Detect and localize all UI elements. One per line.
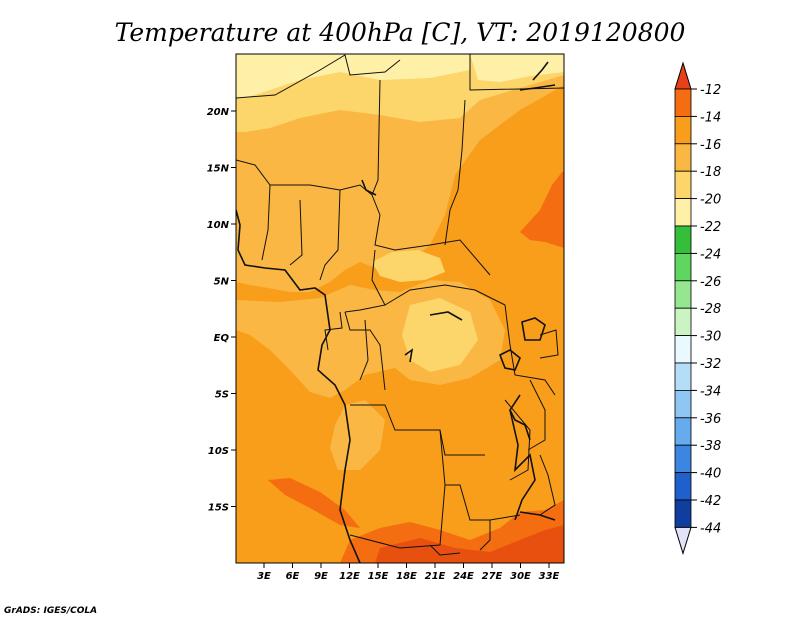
map-frame — [235, 53, 565, 564]
y-tick-label: EQ — [214, 333, 230, 344]
colorbar-swatch — [674, 280, 692, 309]
colorbar-label: -18 — [700, 165, 721, 180]
colorbar-swatch — [674, 472, 692, 501]
colorbar-label: -16 — [700, 138, 721, 153]
temperature-field — [236, 54, 564, 563]
colorbar: -12 -14 -16 -18 -20 -22 -24 -26 -28 -30 -32 -34 -36 -… — [674, 61, 721, 556]
colorbar-swatch — [674, 170, 692, 199]
colorbar-label: -12 — [700, 83, 721, 98]
colorbar-swatch — [674, 362, 692, 391]
x-tick-label: 3E — [257, 571, 271, 582]
y-tick-label: 15N — [207, 164, 230, 175]
colorbar-swatch — [674, 143, 692, 172]
colorbar-label: -20 — [700, 193, 721, 208]
colorbar-swatch — [674, 335, 692, 364]
colorbar-label: -40 — [700, 467, 721, 482]
y-tick-label: 20N — [207, 107, 230, 118]
colorbar-swatch — [674, 116, 692, 145]
y-tick-label: 15S — [208, 503, 229, 514]
colorbar-label: -30 — [700, 330, 721, 345]
colorbar-swatch — [674, 225, 692, 254]
colorbar-swatch — [674, 252, 692, 282]
colorbar-label: -14 — [700, 110, 721, 125]
colorbar-swatch — [674, 389, 692, 419]
y-tick-label: 10N — [207, 220, 230, 231]
colorbar-label: -34 — [700, 384, 721, 399]
x-tick-label: 18E — [396, 571, 417, 582]
field-cold-east — [470, 54, 564, 82]
colorbar-label: -26 — [700, 275, 721, 290]
colorbar-label: -42 — [700, 494, 721, 509]
colorbar-swatch — [674, 444, 692, 474]
colorbar-bottom-arrow — [674, 526, 692, 556]
field-cool-congo — [402, 298, 478, 372]
coastlines — [236, 61, 556, 563]
x-tick-label: 6E — [286, 571, 300, 582]
colorbar-label: -38 — [700, 439, 721, 454]
colorbar-top-arrow — [674, 61, 692, 90]
chart-title: Temperature at 400hPa [C], VT: 201912080… — [115, 18, 686, 47]
colorbar-swatch — [674, 417, 692, 446]
colorbar-label: -28 — [700, 302, 721, 317]
colorbar-label: -24 — [700, 247, 721, 262]
colorbar-swatch — [674, 88, 692, 117]
x-tick-label: 21E — [425, 571, 446, 582]
longitude-axis: 3E 6E 9E 12E 15E 18E 21E 24E 27E 30E 33E — [257, 563, 560, 582]
y-tick-label: 5S — [215, 390, 229, 401]
x-tick-label: 33E — [539, 571, 560, 582]
y-tick-label: 10S — [208, 446, 229, 457]
x-tick-label: 30E — [510, 571, 531, 582]
grads-credit: GrADS: IGES/COLA — [4, 606, 97, 616]
field-cool-center — [372, 250, 445, 282]
x-tick-label: 12E — [339, 571, 360, 582]
field-cold-north — [236, 54, 470, 98]
colorbar-swatch — [674, 198, 692, 227]
colorbar-label: -32 — [700, 357, 721, 372]
latitude-axis: 20N 15N 10N 5N EQ 5S 10S 15S — [207, 107, 236, 514]
x-tick-label: 27E — [482, 571, 503, 582]
colorbar-swatch — [674, 307, 692, 337]
field-hottest-south — [375, 525, 564, 563]
colorbar-label: -22 — [700, 220, 721, 235]
field-hot-east — [520, 172, 564, 248]
field-hot-southwest — [268, 478, 360, 528]
y-tick-label: 5N — [214, 277, 230, 288]
colorbar-label: -36 — [700, 412, 721, 427]
x-tick-label: 24E — [453, 571, 474, 582]
colorbar-swatch — [674, 499, 692, 528]
colorbar-label: -44 — [700, 521, 721, 536]
x-tick-label: 15E — [368, 571, 389, 582]
x-tick-label: 9E — [314, 571, 328, 582]
field-mid-south — [330, 400, 385, 470]
